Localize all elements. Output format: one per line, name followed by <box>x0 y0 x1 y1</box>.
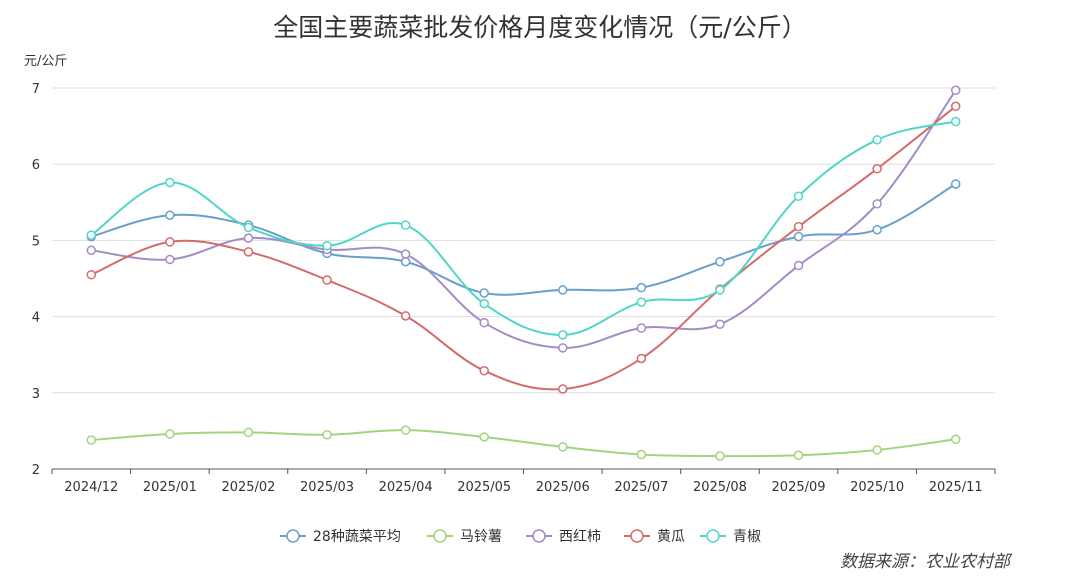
data-point <box>243 222 254 233</box>
data-point <box>165 237 175 247</box>
data-point <box>715 256 725 267</box>
data-point <box>950 179 961 189</box>
legend-marker <box>433 529 447 543</box>
data-point <box>793 221 804 232</box>
data-point <box>86 269 97 280</box>
x-tick-label: 2025/09 <box>772 480 826 495</box>
data-point <box>322 240 332 251</box>
series-line <box>90 120 956 336</box>
x-tick-label: 2025/07 <box>614 480 668 495</box>
legend-marker <box>706 529 720 543</box>
data-point <box>479 317 489 328</box>
data-point <box>872 445 882 455</box>
data-point <box>86 435 97 445</box>
data-point <box>86 230 97 240</box>
data-point <box>400 425 411 435</box>
data-point <box>872 199 882 209</box>
data-point <box>950 85 961 96</box>
data-point <box>950 101 961 112</box>
data-source: 数据来源：农业农村部 <box>840 552 1010 572</box>
data-point <box>558 330 568 340</box>
data-point <box>400 249 411 259</box>
data-point <box>479 288 489 298</box>
data-point <box>86 245 97 256</box>
legend-label: 28种蔬菜平均 <box>313 529 401 545</box>
data-point <box>479 365 489 376</box>
y-tick-label: 2 <box>32 463 40 478</box>
data-point <box>715 319 725 329</box>
x-tick-label: 2025/08 <box>693 480 747 495</box>
x-tick-label: 2025/06 <box>536 480 590 495</box>
x-tick-label: 2025/01 <box>143 480 197 495</box>
data-point <box>793 231 804 242</box>
data-point <box>950 116 961 127</box>
data-point <box>636 323 647 333</box>
x-tick-label: 2025/11 <box>929 480 983 495</box>
data-point <box>165 177 175 188</box>
data-point <box>793 260 804 271</box>
data-point <box>243 427 254 438</box>
y-axis-unit: 元/公斤 <box>24 54 68 69</box>
data-point <box>558 442 568 452</box>
series-line <box>91 429 956 458</box>
y-tick-label: 7 <box>32 82 40 97</box>
y-tick-label: 4 <box>32 311 40 326</box>
legend-marker <box>286 529 300 543</box>
data-point <box>400 220 411 230</box>
data-point <box>715 451 725 461</box>
data-point <box>872 135 882 145</box>
data-point <box>400 311 411 321</box>
legend-marker <box>532 529 546 543</box>
y-tick-label: 6 <box>32 158 40 173</box>
data-point <box>872 224 882 235</box>
legend-marker <box>630 529 644 543</box>
data-point <box>950 434 961 445</box>
data-point <box>715 285 725 295</box>
data-point <box>322 429 332 440</box>
legend-label: 青椒 <box>733 529 761 545</box>
data-point <box>165 254 175 265</box>
y-tick-label: 3 <box>32 387 40 402</box>
data-point <box>479 432 489 442</box>
data-point <box>636 449 647 460</box>
data-point <box>322 275 332 285</box>
data-point <box>479 298 489 309</box>
series-line <box>90 105 957 391</box>
legend-label: 西红柿 <box>559 528 601 545</box>
chart-title: 全国主要蔬菜批发价格月度变化情况（元/公斤） <box>273 13 807 42</box>
x-tick-label: 2025/02 <box>221 480 275 495</box>
data-point <box>243 247 254 257</box>
data-point <box>558 384 568 394</box>
data-point <box>636 297 647 307</box>
data-point <box>400 256 411 267</box>
data-point <box>243 233 254 243</box>
data-point <box>793 450 804 461</box>
x-tick-label: 2025/05 <box>457 480 511 495</box>
legend-label: 黄瓜 <box>657 528 685 545</box>
data-point <box>872 164 882 174</box>
x-tick-label: 2025/10 <box>850 480 904 495</box>
y-tick-label: 5 <box>32 234 40 249</box>
data-point <box>636 353 647 364</box>
x-tick-label: 2024/12 <box>64 480 118 495</box>
data-point <box>558 285 568 295</box>
x-tick-label: 2025/03 <box>300 480 354 495</box>
data-point <box>165 429 175 439</box>
x-tick-label: 2025/04 <box>379 480 433 495</box>
data-point <box>558 343 568 353</box>
data-point <box>793 191 804 201</box>
data-point <box>165 210 175 221</box>
series-line <box>91 183 957 296</box>
legend-label: 马铃薯 <box>460 529 502 545</box>
data-point <box>636 282 647 293</box>
